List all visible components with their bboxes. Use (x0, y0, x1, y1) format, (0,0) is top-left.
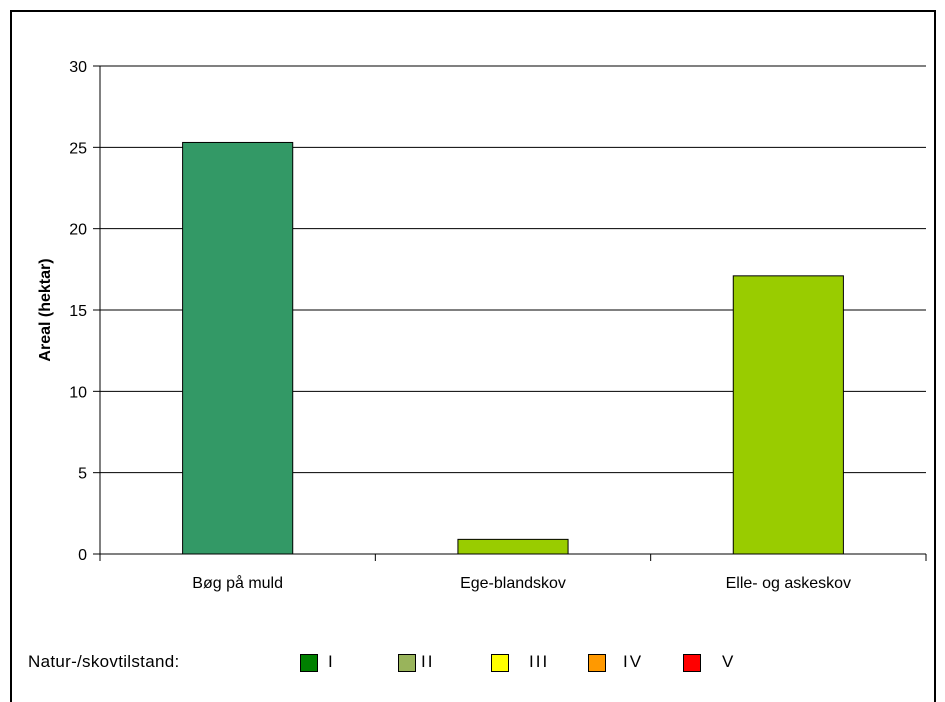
legend-swatch-iv (588, 654, 606, 672)
y-tick-label: 25 (69, 140, 87, 157)
legend-swatch-ii (398, 654, 416, 672)
y-tick-label: 10 (69, 384, 87, 401)
y-axis-label: Areal (hektar) (37, 258, 54, 361)
legend-swatch-v (683, 654, 701, 672)
bar (732, 275, 844, 555)
y-tick-label: 30 (69, 59, 87, 76)
legend-swatch-i (300, 654, 318, 672)
y-tick-label: 15 (69, 303, 87, 320)
y-tick-label: 5 (78, 466, 87, 483)
chart-frame (10, 10, 936, 702)
legend-label-iii: III (529, 652, 550, 671)
legend: Natur-/skovtilstand: I II III IV V (28, 651, 908, 677)
bar (457, 538, 569, 555)
legend-label-ii: II (421, 652, 435, 671)
x-tick-label: Elle- og askeskov (726, 575, 851, 592)
x-tick-label: Bøg på muld (192, 574, 283, 592)
legend-label-i: I (328, 652, 335, 671)
legend-label-v: V (722, 652, 736, 671)
bar-chart: 0 5 10 15 20 25 30 Bøg på muld Ege-blandskov Elle… (37, 59, 927, 592)
legend-label-iv: IV (623, 652, 644, 671)
y-tick-label: 0 (78, 547, 87, 564)
legend-swatch-iii (491, 654, 509, 672)
y-tick-label: 20 (69, 222, 87, 239)
bar (182, 141, 294, 555)
x-tick-label: Ege-blandskov (460, 575, 566, 592)
legend-title: Natur-/skovtilstand: (28, 652, 180, 671)
